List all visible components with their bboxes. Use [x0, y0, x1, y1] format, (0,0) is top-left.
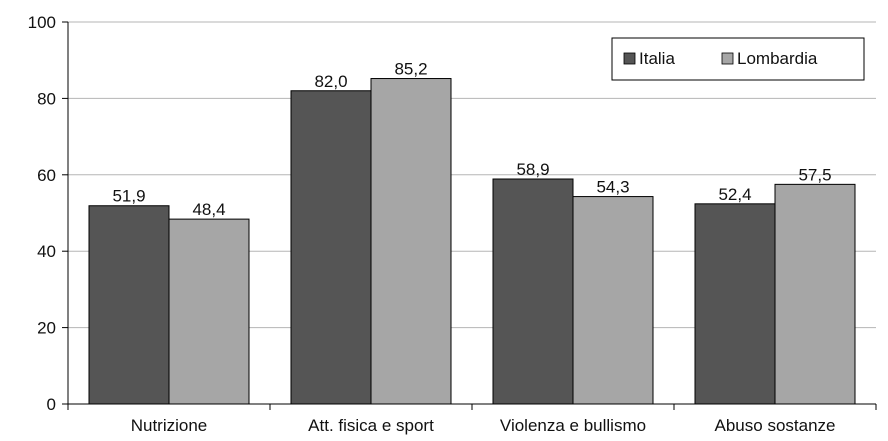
data-label: 57,5 — [798, 165, 831, 184]
x-category-label: Abuso sostanze — [715, 416, 836, 435]
data-label: 52,4 — [718, 185, 751, 204]
data-label: 85,2 — [394, 60, 427, 79]
legend-label-lombardia: Lombardia — [737, 49, 818, 68]
bars — [88, 78, 856, 405]
legend-label-italia: Italia — [639, 49, 675, 68]
x-category-label: Nutrizione — [131, 416, 208, 435]
bar-lombardia — [572, 196, 654, 405]
y-tick-label: 100 — [28, 13, 56, 32]
bar-lombardia — [370, 78, 452, 405]
y-tick-label: 60 — [37, 166, 56, 185]
x-category-label: Att. fisica e sport — [308, 416, 434, 435]
bar-lombardia — [168, 218, 250, 405]
legend-swatch-lombardia — [721, 52, 734, 65]
x-category-label: Violenza e bullismo — [500, 416, 646, 435]
bar-italia — [694, 203, 776, 405]
legend: Italia Lombardia — [611, 37, 865, 81]
y-tick-label: 20 — [37, 319, 56, 338]
data-label: 51,9 — [112, 187, 145, 206]
y-tick-label: 80 — [37, 89, 56, 108]
bar-italia — [290, 90, 372, 405]
data-label: 54,3 — [596, 178, 629, 197]
legend-box — [611, 37, 865, 81]
data-labels: 51,9 48,4 82,0 85,2 58,9 54,3 52,4 57,5 — [112, 60, 831, 220]
y-tick-label: 0 — [47, 395, 56, 414]
bar-italia — [492, 178, 574, 405]
data-label: 82,0 — [314, 72, 347, 91]
bar-italia — [88, 205, 170, 405]
y-tick-label: 40 — [37, 242, 56, 261]
bar-lombardia — [774, 183, 856, 405]
legend-swatch-italia — [623, 52, 636, 65]
data-label: 48,4 — [192, 200, 225, 219]
data-label: 58,9 — [516, 160, 549, 179]
